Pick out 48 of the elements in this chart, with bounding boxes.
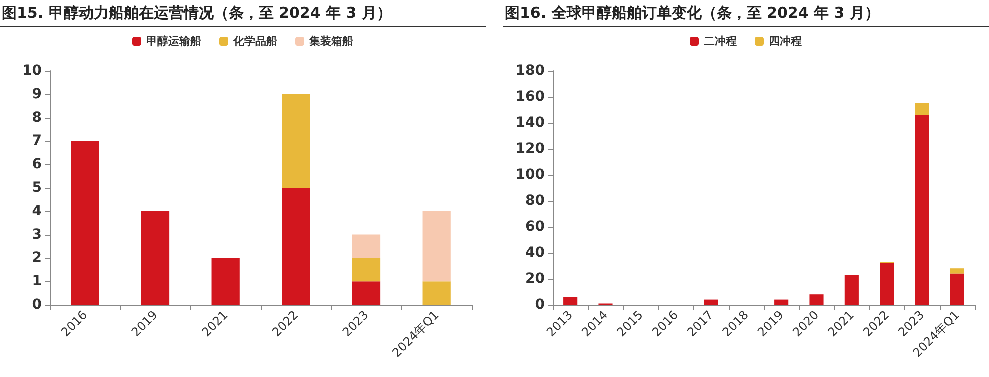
bar <box>282 188 310 305</box>
bar <box>774 300 789 305</box>
y-tick-label: 4 <box>32 203 42 220</box>
y-tick-label: 0 <box>535 297 546 313</box>
bar <box>915 104 930 116</box>
y-tick-label: 80 <box>526 193 546 209</box>
bar <box>141 211 170 305</box>
bar <box>352 282 381 305</box>
y-tick-label: 120 <box>516 141 546 157</box>
bar <box>950 274 964 305</box>
y-tick-label: 160 <box>516 89 546 105</box>
y-tick-label: 8 <box>32 110 42 126</box>
legend-label: 集装箱船 <box>308 35 354 48</box>
bar <box>950 268 964 274</box>
bar <box>704 300 718 305</box>
bar <box>282 94 310 188</box>
y-tick-label: 6 <box>32 156 42 173</box>
y-tick-label: 0 <box>32 297 42 313</box>
y-tick-label: 40 <box>526 245 546 261</box>
legend-label: 四冲程 <box>769 35 802 48</box>
bar <box>564 297 578 305</box>
bar <box>810 294 824 305</box>
y-tick-label: 100 <box>516 167 546 183</box>
chart-title: 图16. 全球甲醇船舶订单变化（条，至 2024 年 3 月） <box>503 0 989 27</box>
legend-label: 甲醇运输船 <box>146 35 202 48</box>
chart-title: 图15. 甲醇动力船舶在运营情况（条，至 2024 年 3 月） <box>0 0 486 27</box>
y-tick-label: 3 <box>32 226 42 243</box>
y-tick-label: 20 <box>526 271 546 287</box>
y-tick-label: 7 <box>32 133 42 150</box>
bar <box>880 263 894 305</box>
bar <box>212 258 240 305</box>
y-tick-label: 140 <box>516 115 546 131</box>
bar <box>352 234 381 258</box>
bar <box>844 275 859 305</box>
bar <box>915 115 930 305</box>
y-tick-label: 1 <box>32 274 42 290</box>
y-tick-label: 9 <box>32 86 42 102</box>
bar <box>422 211 451 282</box>
bar <box>71 141 100 305</box>
legend-label: 二冲程 <box>704 35 737 48</box>
y-tick-label: 10 <box>22 63 42 79</box>
y-tick-label: 5 <box>32 180 42 196</box>
legend-label: 化学品船 <box>232 35 278 48</box>
y-tick-label: 180 <box>516 63 546 79</box>
bar <box>352 258 381 282</box>
bar <box>422 282 451 305</box>
y-tick-label: 60 <box>526 219 546 235</box>
y-tick-label: 2 <box>32 250 42 266</box>
